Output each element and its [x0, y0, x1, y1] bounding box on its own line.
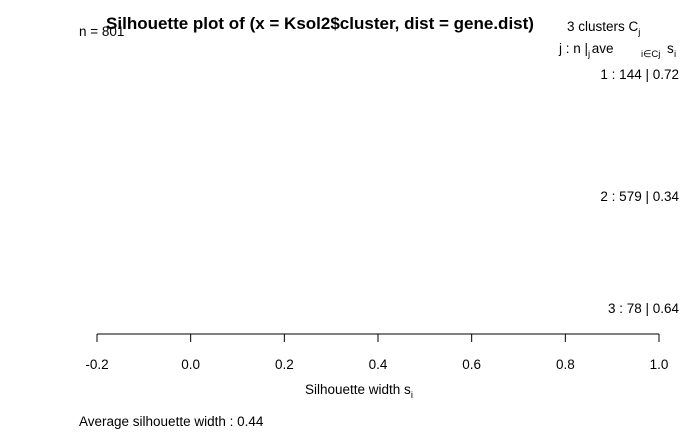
columns-header-text: j : n | ave	[558, 41, 614, 56]
clusters-header-text: 3 clusters C	[567, 19, 639, 34]
x-axis-label: Silhouette width si	[305, 382, 413, 401]
chart-title: Silhouette plot of (x = Ksol2$cluster, d…	[106, 14, 534, 33]
x-tick-label: 0.2	[275, 357, 294, 372]
x-axis: -0.2 0.0 0.2 0.4 0.6 0.8 1.0	[85, 333, 669, 372]
x-tick-label: 0.8	[556, 357, 575, 372]
cluster-label-2: 2 : 579 | 0.34	[600, 189, 679, 204]
x-axis-label-subscript: i	[411, 390, 413, 401]
cluster-label-1: 1 : 144 | 0.72	[600, 67, 679, 82]
clusters-header: 3 clusters Cj	[567, 19, 640, 38]
cluster-label-3: 3 : 78 | 0.64	[608, 301, 680, 316]
columns-header: j : n | ave	[558, 41, 614, 56]
x-tick-label: 1.0	[650, 357, 669, 372]
columns-header-sub-i: i	[674, 49, 676, 60]
n-label: n = 801	[79, 24, 124, 39]
cluster-labels: 1 : 144 | 0.72 2 : 579 | 0.34 3 : 78 | 0.6…	[600, 67, 679, 316]
x-axis-label-text: Silhouette width s	[305, 382, 411, 397]
x-tick-label: 0.4	[369, 357, 388, 372]
x-tick-label: -0.2	[85, 357, 108, 372]
x-tick-label: 0.0	[181, 357, 200, 372]
columns-header-sub-nj: j	[587, 49, 590, 60]
clusters-header-subscript: j	[637, 27, 640, 38]
columns-header-s: s	[667, 41, 674, 56]
columns-header-sub-ave: i∈Cj	[641, 49, 660, 60]
average-silhouette-width: Average silhouette width : 0.44	[79, 414, 264, 429]
x-tick-label: 0.6	[462, 357, 481, 372]
